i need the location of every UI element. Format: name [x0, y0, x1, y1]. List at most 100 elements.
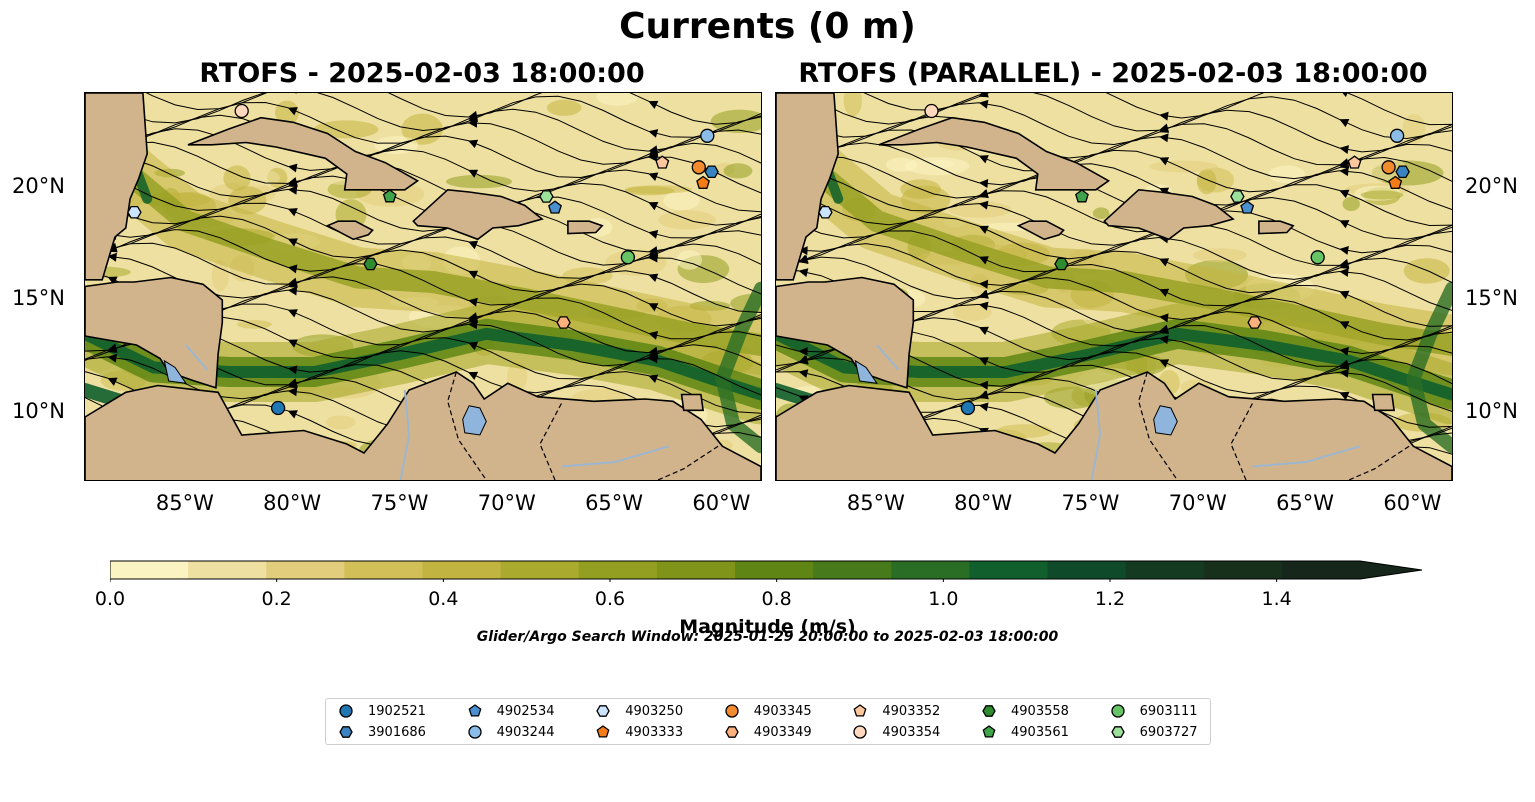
x-tick-label: 75°W [370, 491, 429, 515]
streamline-arrow [798, 246, 808, 256]
legend-marker-icon [982, 725, 996, 738]
streamline-arrow [1159, 123, 1169, 133]
y-tick-label: 20°N [12, 173, 65, 198]
streamline-arrow [1159, 111, 1169, 121]
streamline-arrow [107, 377, 118, 386]
legend-label: 6903111 [1139, 703, 1198, 719]
land-trinidad [1371, 393, 1396, 412]
speed-field-patch [723, 163, 753, 179]
legend-label: 4903349 [753, 724, 812, 740]
land-puerto-rico [567, 220, 604, 235]
float-marker-4903333 [696, 175, 710, 189]
x-tick-label: 60°W [1383, 491, 1442, 515]
float-marker-6903727 [539, 190, 554, 203]
streamline-arrow [468, 341, 479, 351]
streamline-arrow [648, 202, 659, 211]
speed-field-patch [1043, 386, 1100, 409]
x-tick-label: 60°W [692, 491, 751, 515]
float-marker-4903354 [924, 103, 939, 119]
colorbar-segment [1047, 561, 1127, 579]
speed-field-patch [446, 174, 512, 189]
streamline-arrow [978, 93, 989, 98]
speed-field-patch [1360, 190, 1404, 200]
speed-field-patch [313, 120, 379, 139]
legend-item-4903561: 4903561 [981, 724, 1069, 740]
land-cuba [187, 116, 420, 191]
colorbar-segment [1203, 561, 1283, 579]
legend-marker-4903349 [725, 726, 739, 738]
streamline-arrow [107, 343, 118, 353]
float-marker-6903111 [1310, 250, 1325, 265]
streamline-arrow [287, 339, 298, 348]
streamline [85, 101, 761, 152]
legend-marker-icon [853, 725, 868, 739]
country-border [1348, 445, 1410, 480]
legend-label: 3901686 [368, 724, 426, 740]
speed-field-patch [1149, 160, 1218, 173]
right-map-svg [776, 93, 1452, 480]
streamline-arrow [468, 312, 478, 322]
float-marker-4903352 [655, 155, 670, 169]
streamline-arrow [295, 93, 297, 94]
float-marker-6903727 [1230, 190, 1245, 203]
colorbar-tick-label: 1.0 [928, 588, 959, 610]
legend-marker-icon [725, 726, 739, 738]
y-tick-label: 10°N [1465, 398, 1518, 423]
streamline [145, 93, 761, 125]
speed-field-patch [325, 415, 356, 430]
streamline-arrow [1339, 368, 1349, 378]
float-marker-4903352 [1347, 155, 1362, 169]
colorbar-segment [578, 561, 658, 579]
streamline-arrow [107, 353, 118, 363]
float-marker-1902521 [270, 400, 286, 416]
figure-title: Currents (0 m) [619, 6, 916, 47]
legend-marker-icon [725, 704, 739, 718]
land-masses [85, 93, 761, 480]
speed-field-patch [848, 116, 905, 126]
streamline-arrow [1159, 258, 1170, 267]
legend-marker-4902534 [468, 704, 482, 717]
streamline-arrow [798, 347, 808, 356]
streamline-arrow [1342, 93, 1348, 97]
legend-marker-1902521 [339, 704, 353, 718]
colorbar-segment [500, 561, 580, 579]
streamline-arrow [287, 387, 298, 397]
speed-field-patch [1041, 97, 1060, 129]
streamline-arrow [287, 185, 298, 195]
x-tick-label: 80°W [954, 491, 1013, 515]
colorbar-segment [188, 561, 267, 579]
colorbar-tick-label: 0.8 [761, 588, 792, 610]
speed-field-patch [546, 99, 582, 116]
land-south-america [85, 371, 761, 480]
left-panel-title: RTOFS - 2025-02-03 18:00:00 [199, 58, 645, 89]
streamline-arrow [287, 309, 298, 318]
streamline-arrow [1159, 313, 1169, 323]
streamline-arrow [978, 326, 989, 335]
legend-label: 4903352 [882, 703, 941, 719]
streamline-arrow [648, 346, 658, 356]
river [399, 389, 411, 480]
float-marker-4903333 [1388, 175, 1403, 189]
streamline-arrow [978, 179, 989, 188]
streamline-arrow [1159, 324, 1169, 334]
land-hispaniola [412, 188, 544, 241]
speed-field-patch [929, 159, 954, 169]
legend-label: 4903561 [1011, 724, 1069, 740]
colorbar-segment [656, 561, 736, 579]
float-marker-4903349 [556, 316, 571, 329]
streamline-arrow [287, 410, 298, 419]
legend-item-4903354: 4903354 [852, 724, 940, 740]
x-tick-label: 85°W [155, 491, 214, 515]
speed-field-patch [594, 200, 644, 212]
float-marker-3901686 [1395, 165, 1410, 179]
land-jamaica [1016, 220, 1065, 241]
country-border [447, 371, 487, 480]
streamline-arrow [648, 249, 659, 258]
streamline-arrow [1339, 346, 1349, 356]
streamline-arrow [978, 256, 989, 265]
streamline-arrow [648, 172, 659, 181]
search-window-note: Glider/Argo Search Window: 2025-01-29 20… [476, 629, 1059, 645]
legend-marker-4903250 [596, 705, 610, 717]
streamline-arrow [648, 331, 659, 340]
legend-marker-icon [596, 725, 610, 738]
